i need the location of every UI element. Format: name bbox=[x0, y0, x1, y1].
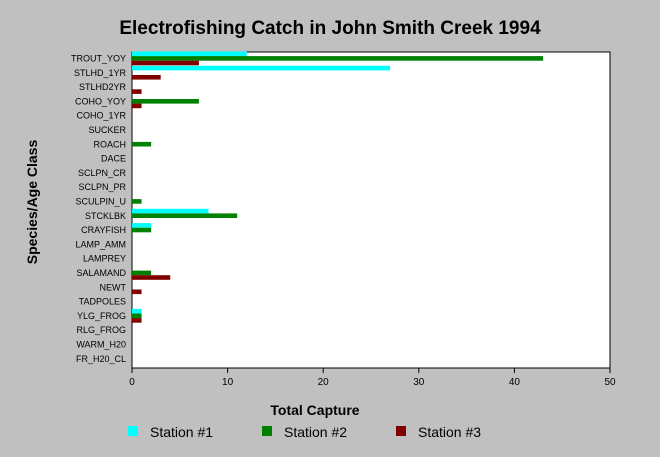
x-axis-title: Total Capture bbox=[270, 402, 359, 418]
category-label: STLHD2YR bbox=[79, 82, 127, 92]
bar bbox=[132, 208, 209, 214]
bar bbox=[132, 199, 142, 204]
legend-swatch bbox=[128, 426, 138, 436]
legend-label: Station #3 bbox=[418, 424, 481, 440]
category-label: SCLPN_CR bbox=[78, 168, 127, 178]
category-labels: TROUT_YOY STLHD_1YR STLHD2YR COHO_YOY COHO_1… bbox=[71, 54, 127, 364]
category-label: LAMPREY bbox=[83, 254, 126, 264]
x-tick-label: 50 bbox=[604, 377, 616, 388]
category-label: CRAYFISH bbox=[81, 225, 126, 235]
bar bbox=[132, 89, 142, 94]
category-label: LAMP_AMM bbox=[75, 239, 126, 249]
bar bbox=[132, 65, 391, 71]
category-label: COHO_1YR bbox=[76, 111, 126, 121]
chart-title: Electrofishing Catch in John Smith Creek… bbox=[119, 18, 541, 39]
category-label: SCLPN_PR bbox=[78, 182, 126, 192]
category-label: STCKLBK bbox=[85, 211, 126, 221]
category-label: WARM_H20 bbox=[76, 340, 126, 350]
bar bbox=[132, 313, 142, 319]
bar bbox=[132, 289, 142, 295]
bar bbox=[132, 318, 142, 323]
legend-swatch bbox=[396, 426, 406, 436]
x-tick-label: 40 bbox=[509, 377, 521, 388]
bar bbox=[132, 99, 199, 104]
y-axis-title: Species/Age Class bbox=[24, 140, 40, 265]
legend-label: Station #1 bbox=[150, 424, 213, 440]
x-tick-label: 0 bbox=[129, 377, 135, 388]
bar bbox=[132, 75, 161, 80]
plot-area bbox=[131, 51, 611, 369]
bar bbox=[132, 227, 152, 233]
category-label: SUCKER bbox=[88, 125, 126, 135]
bar bbox=[132, 308, 142, 314]
category-label: TROUT_YOY bbox=[71, 54, 126, 64]
bar bbox=[132, 223, 152, 228]
legend-label: Station #2 bbox=[284, 424, 347, 440]
bar bbox=[132, 213, 238, 218]
category-label: TADPOLES bbox=[79, 297, 126, 307]
x-tick-label: 10 bbox=[222, 377, 234, 388]
category-label: SCULPIN_U bbox=[75, 197, 126, 207]
category-label: STLHD_1YR bbox=[74, 68, 127, 78]
x-tick-label: 30 bbox=[413, 377, 425, 388]
bar bbox=[132, 141, 152, 147]
x-tick-label: 20 bbox=[318, 377, 330, 388]
bar bbox=[132, 51, 247, 57]
category-label: SALAMAND bbox=[76, 268, 126, 278]
bars bbox=[132, 51, 544, 323]
legend-swatch bbox=[262, 426, 272, 436]
category-label: RLG_FROG bbox=[76, 325, 126, 335]
legend: Station #1 Station #2 Station #3 bbox=[128, 424, 481, 440]
bar bbox=[132, 103, 142, 109]
category-label: FR_H20_CL bbox=[76, 354, 126, 364]
bar bbox=[132, 56, 544, 61]
x-axis-ticks: 0 10 20 30 40 50 bbox=[129, 368, 616, 388]
category-label: COHO_YOY bbox=[75, 96, 126, 106]
bar bbox=[132, 60, 199, 66]
bar bbox=[132, 275, 171, 280]
category-label: YLG_FROG bbox=[77, 311, 126, 321]
category-label: ROACH bbox=[93, 139, 126, 149]
category-label: NEWT bbox=[100, 282, 127, 292]
bar bbox=[132, 270, 152, 276]
category-label: DACE bbox=[101, 154, 126, 164]
